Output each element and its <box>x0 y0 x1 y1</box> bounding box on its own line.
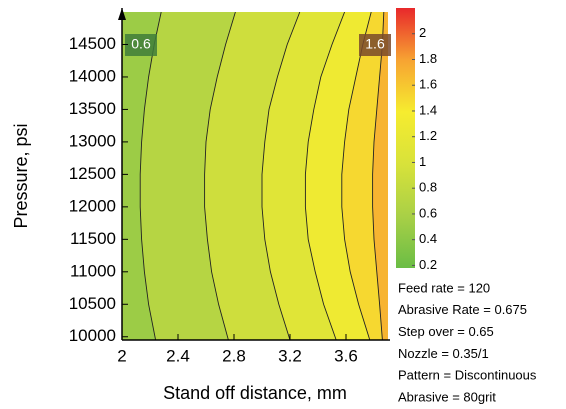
colorbar-tick-label: 0.4 <box>419 231 437 246</box>
x-tick-label: 3.2 <box>278 346 302 365</box>
annotation: Step over = 0.65 <box>398 324 494 339</box>
y-tick-label: 12000 <box>69 196 116 215</box>
colorbar-tick-label: 1.4 <box>419 102 437 117</box>
y-tick-label: 14500 <box>69 34 116 53</box>
y-axis-title: Pressure, psi <box>11 123 31 228</box>
colorbar-tick-label: 0.8 <box>419 180 437 195</box>
colorbar-tick-label: 1.2 <box>419 128 437 143</box>
annotation: Abrasive = 80grit <box>398 389 496 404</box>
y-tick-label: 14000 <box>69 66 116 85</box>
contour-label: 0.6 <box>131 36 151 52</box>
contour-label-box <box>359 34 391 56</box>
x-tick-label: 3.6 <box>334 346 358 365</box>
colorbar-tick-label: 0.6 <box>419 205 437 220</box>
colorbar-tick-label: 1.6 <box>419 77 437 92</box>
x-tick-label: 2 <box>117 346 126 365</box>
annotation: Abrasive Rate = 0.675 <box>398 302 527 317</box>
contour-band <box>372 12 388 340</box>
x-tick-label: 2.4 <box>166 346 190 365</box>
contour-label-box <box>125 34 157 56</box>
axis-arrow <box>118 8 126 20</box>
contour-line <box>204 12 236 340</box>
colorbar-tick-label: 1.8 <box>419 51 437 66</box>
annotation: Nozzle = 0.35/1 <box>398 346 489 361</box>
y-tick-label: 11000 <box>70 261 116 280</box>
contour-line <box>304 12 346 340</box>
x-axis-title: Stand off distance, mm <box>163 383 347 403</box>
colorbar-tick-label: 0.2 <box>419 257 437 272</box>
contour-line <box>372 12 385 340</box>
colorbar <box>396 8 415 268</box>
y-tick-label: 13500 <box>69 99 116 118</box>
colorbar-tick-label: 1 <box>419 154 426 169</box>
y-tick-label: 10000 <box>69 326 116 345</box>
contour-line <box>341 12 372 340</box>
y-tick-label: 12500 <box>69 164 116 183</box>
annotation: Feed rate = 120 <box>398 280 490 295</box>
y-tick-label: 11500 <box>70 229 116 248</box>
annotation: Pattern = Discontinuous <box>398 368 537 383</box>
colorbar-tick-label: 2 <box>419 25 426 40</box>
y-tick-label: 10500 <box>69 294 116 313</box>
y-tick-label: 13000 <box>69 131 116 150</box>
plot-area <box>122 12 388 340</box>
contour-label: 1.6 <box>365 36 385 52</box>
contour-line <box>261 12 301 340</box>
x-tick-label: 2.8 <box>222 346 246 365</box>
contour-line <box>139 12 162 340</box>
